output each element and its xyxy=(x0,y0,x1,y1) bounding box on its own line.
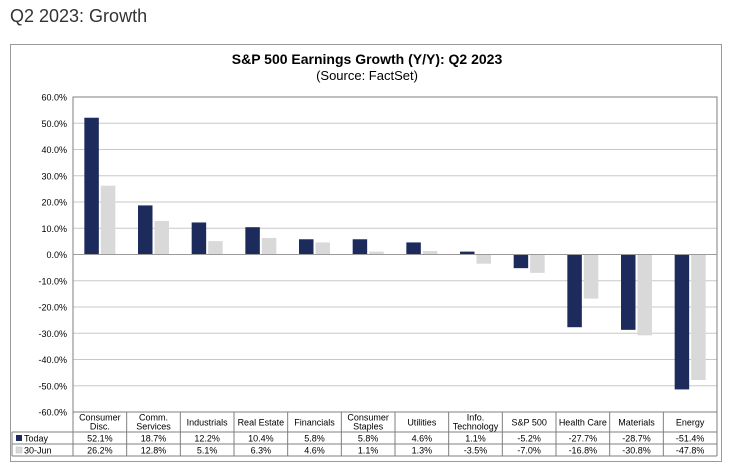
bar-30-jun xyxy=(583,254,599,299)
bar-today xyxy=(138,205,153,255)
bar-30-jun xyxy=(208,241,223,255)
bar-30-jun xyxy=(691,254,706,380)
y-tick-label: -60.0% xyxy=(38,408,67,418)
data-table-value: -27.7% xyxy=(569,434,598,444)
earnings-growth-chart: 60.0% 50.0% 40.0% 30.0% 20.0% 10.0% 0.0% -10.0%… xyxy=(11,93,718,457)
category-label: Services xyxy=(136,422,171,432)
bar-today xyxy=(674,254,690,390)
y-tick-label: 10.0% xyxy=(41,224,67,234)
data-table-value: 5.8% xyxy=(304,434,325,444)
data-table-value: 52.1% xyxy=(87,434,113,444)
bar-today xyxy=(567,254,582,328)
bar-30-jun xyxy=(476,254,491,264)
category-label: Info. xyxy=(467,413,485,423)
legend-label-today: Today xyxy=(24,434,49,444)
bar-today xyxy=(299,239,314,255)
bar-30-jun xyxy=(315,242,330,255)
category-label: Financials xyxy=(294,418,335,428)
chart-subtitle: (Source: FactSet) xyxy=(316,68,418,83)
category-label: Health Care xyxy=(559,418,607,428)
category-label: Energy xyxy=(676,418,705,428)
bar-30-jun xyxy=(637,254,652,336)
data-table-value: 10.4% xyxy=(248,434,274,444)
bar-today xyxy=(513,254,529,269)
bar-today xyxy=(191,222,207,255)
data-table-value: 5.1% xyxy=(197,446,218,456)
bar-today xyxy=(460,251,475,255)
legend-key-30-jun xyxy=(15,446,23,454)
data-table-value: 5.8% xyxy=(358,434,379,444)
bar-30-jun xyxy=(154,220,169,255)
category-label: Real Estate xyxy=(238,418,285,428)
data-table-value: 18.7% xyxy=(141,434,167,444)
data-table-value: 1.1% xyxy=(465,434,486,444)
category-label: Materials xyxy=(618,418,655,428)
bar-30-jun xyxy=(530,254,545,273)
category-label: Comm. xyxy=(139,413,168,423)
bar-today xyxy=(84,117,99,255)
category-label: Consumer xyxy=(79,413,121,423)
bar-today xyxy=(352,239,368,255)
y-tick-label: -40.0% xyxy=(38,355,67,365)
y-tick-label: -50.0% xyxy=(38,381,67,391)
bar-today xyxy=(406,242,421,255)
data-table-value: 1.3% xyxy=(412,446,433,456)
y-tick-label: -30.0% xyxy=(38,329,67,339)
bar-today xyxy=(245,227,260,255)
bar-30-jun xyxy=(100,185,116,255)
y-tick-label: -10.0% xyxy=(38,276,67,286)
y-tick-label: 40.0% xyxy=(41,145,67,155)
data-table-value: 4.6% xyxy=(412,434,433,444)
y-tick-label: 30.0% xyxy=(41,171,67,181)
chart-frame: S&P 500 Earnings Growth (Y/Y): Q2 2023 (… xyxy=(10,44,722,462)
legend-key-today xyxy=(16,435,22,441)
bar-30-jun xyxy=(369,251,384,255)
bar-30-jun xyxy=(422,251,438,255)
data-table-value: 12.2% xyxy=(194,434,220,444)
data-table-value: 12.8% xyxy=(141,446,167,456)
chart-title: S&P 500 Earnings Growth (Y/Y): Q2 2023 xyxy=(231,51,503,67)
data-table-value: 26.2% xyxy=(87,446,113,456)
data-table-value: 1.1% xyxy=(358,446,379,456)
bar-today xyxy=(621,254,636,330)
data-table-value: 4.6% xyxy=(304,446,325,456)
data-table-value: -30.8% xyxy=(622,446,651,456)
y-tick-label: 60.0% xyxy=(41,93,67,103)
category-label: Consumer xyxy=(347,413,389,423)
data-table-value: -16.8% xyxy=(569,446,598,456)
data-table-value: -47.8% xyxy=(676,446,705,456)
y-tick-label: 20.0% xyxy=(41,198,67,208)
category-label: Disc. xyxy=(90,422,110,432)
data-table-value: -5.2% xyxy=(517,434,541,444)
data-table-value: -28.7% xyxy=(622,434,651,444)
legend-label-30-jun: 30-Jun xyxy=(24,446,52,456)
category-label: Technology xyxy=(453,422,499,432)
data-table-value: -7.0% xyxy=(517,446,541,456)
data-table-value: -51.4% xyxy=(676,434,705,444)
y-tick-label: 0.0% xyxy=(46,250,67,260)
category-label: Utilities xyxy=(407,418,437,428)
category-label: Industrials xyxy=(187,418,229,428)
page-heading: Q2 2023: Growth xyxy=(10,6,148,26)
category-label: Staples xyxy=(353,422,384,432)
bar-30-jun xyxy=(261,237,277,255)
y-tick-label: -20.0% xyxy=(38,303,67,313)
category-label: S&P 500 xyxy=(511,418,546,428)
y-tick-label: 50.0% xyxy=(41,119,67,129)
data-table-value: 6.3% xyxy=(251,446,272,456)
data-table-value: -3.5% xyxy=(464,446,488,456)
